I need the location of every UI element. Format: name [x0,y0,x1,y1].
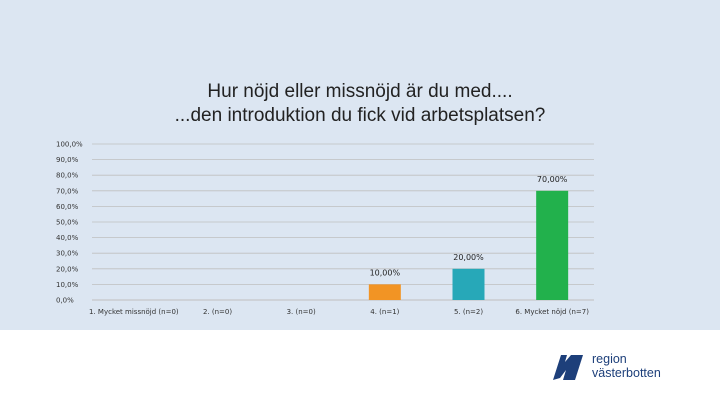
bar [368,284,401,300]
y-tick-label: 70,0% [56,187,79,195]
y-tick-label: 60,0% [56,203,79,211]
slide-background [0,0,720,330]
y-tick-label: 20,0% [56,265,79,273]
bars [368,190,569,300]
logo-text: region västerbotten [592,352,661,380]
category-label: 3. (n=0) [287,308,316,316]
x-axis-categories: 1. Mycket missnöjd (n=0) 2. (n=0) 3. (n=0)… [89,308,589,316]
y-tick-label: 80,0% [56,172,79,180]
y-tick-label: 100,0% [56,141,83,149]
y-axis-ticks: 0,0% 10,0% 20,0% 30,0% 40,0% 50,0% 60,0% 70,0% 8… [56,141,83,305]
y-tick-label: 30,0% [56,250,79,258]
bar [536,190,569,300]
data-labels: 10,00% 20,00% 70,00% [370,175,568,278]
category-label: 6. Mycket nöjd (n=7) [515,308,589,316]
logo-line-1: region [592,352,627,366]
bar [452,268,485,300]
region-logo-icon [553,355,583,380]
logo-line-2: västerbotten [592,366,661,380]
y-tick-label: 90,0% [56,156,79,164]
bar-chart: 0,0% 10,0% 20,0% 30,0% 40,0% 50,0% 60,0% 70,0% 8… [56,141,594,316]
category-label: 1. Mycket missnöjd (n=0) [89,308,179,316]
category-label: 2. (n=0) [203,308,232,316]
y-tick-label: 0,0% [56,297,74,305]
chart-title-line-1: Hur nöjd eller missnöjd är du med.... [207,81,513,102]
data-label: 70,00% [537,175,568,184]
category-label: 5. (n=2) [454,308,483,316]
chart-title-line-2: ...den introduktion du fick vid arbetspl… [174,105,546,126]
y-tick-label: 10,0% [56,281,79,289]
data-label: 20,00% [453,253,484,262]
chart-title: Hur nöjd eller missnöjd är du med.... ..… [0,80,720,128]
y-tick-label: 50,0% [56,219,79,227]
category-label: 4. (n=1) [370,308,399,316]
gridlines [92,143,594,301]
y-tick-label: 40,0% [56,234,79,242]
data-label: 10,00% [370,268,401,277]
